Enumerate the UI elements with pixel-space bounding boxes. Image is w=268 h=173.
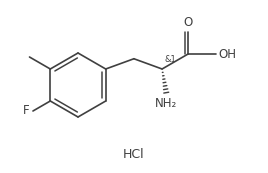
Text: HCl: HCl: [123, 148, 145, 162]
Text: OH: OH: [218, 48, 236, 61]
Text: O: O: [184, 16, 193, 29]
Text: F: F: [23, 104, 30, 117]
Text: NH₂: NH₂: [155, 97, 177, 110]
Text: &1: &1: [164, 55, 176, 64]
